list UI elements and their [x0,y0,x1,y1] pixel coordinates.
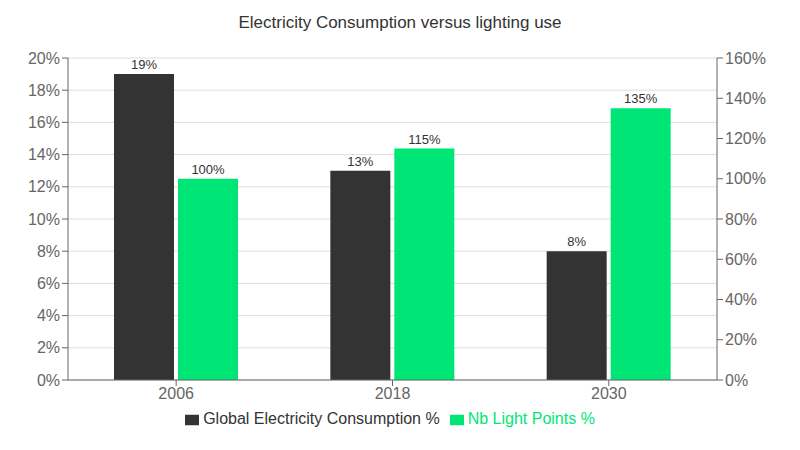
html-text:Electricity Consumption versus: Electricity Consumption versus lighting … [238,13,562,32]
svg-text:18%: 18% [28,82,60,99]
svg-text:8%: 8% [567,234,586,249]
svg-text:160%: 160% [725,50,766,67]
svg-text:20%: 20% [28,50,60,67]
svg-text:10%: 10% [28,211,60,228]
svg-text:16%: 16% [28,114,60,131]
svg-text:135%: 135% [624,91,658,106]
svg-text:80%: 80% [725,211,757,228]
svg-text:2006: 2006 [158,385,194,402]
svg-text:12%: 12% [28,178,60,195]
svg-text:0%: 0% [725,372,748,389]
svg-text:2030: 2030 [591,385,627,402]
svg-text:14%: 14% [28,146,60,163]
svg-text:20%: 20% [725,331,757,348]
html-text:Global Electricity Consumption: Global Electricity Consumption % [203,410,440,427]
svg-text:19%: 19% [131,57,157,72]
svg-text:13%: 13% [347,154,373,169]
svg-text:140%: 140% [725,90,766,107]
svg-text:40%: 40% [725,291,757,308]
svg-text:4%: 4% [37,307,60,324]
svg-text:100%: 100% [725,170,766,187]
svg-text:2%: 2% [37,339,60,356]
svg-text:100%: 100% [191,162,225,177]
svg-text:6%: 6% [37,275,60,292]
svg-text:8%: 8% [37,243,60,260]
html-text:Nb Light Points %: Nb Light Points % [467,410,595,427]
svg-text:120%: 120% [725,130,766,147]
svg-text:0%: 0% [37,372,60,389]
svg-text:60%: 60% [725,251,757,268]
svg-text:115%: 115% [408,132,441,147]
svg-text:2018: 2018 [375,385,411,402]
